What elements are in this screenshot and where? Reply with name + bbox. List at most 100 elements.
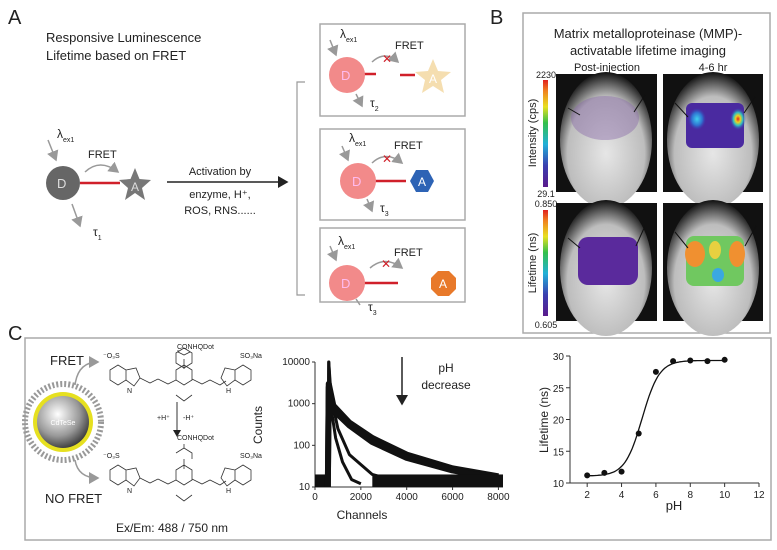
x-tick-label: 8000 xyxy=(487,492,510,503)
lifetime-axis-label: Lifetime (ns) xyxy=(527,233,539,294)
x-tick-label: 6 xyxy=(653,490,659,501)
y-tick-label: 10 xyxy=(553,479,565,490)
tau3-label: τ3 xyxy=(368,300,377,317)
outcome-release: λex1 FRET ✕ D A τ3 xyxy=(319,227,466,317)
lifetime-max: 0.850 xyxy=(535,199,558,209)
acceptor-hexagon xyxy=(410,170,434,192)
panel-c-label: C xyxy=(8,323,22,345)
x-tick-label: 8 xyxy=(687,490,693,501)
arrow-icon xyxy=(567,107,581,116)
decay-xlabel: Channels xyxy=(337,508,388,522)
panel-a: A Responsive Luminescence Lifetime based… xyxy=(8,7,466,317)
sulfonate-label: ⁻O₃S xyxy=(103,353,120,360)
quantum-dot: CdTeSe xyxy=(22,381,104,463)
acceptor-label: A xyxy=(131,180,139,194)
emission-arrow-icon xyxy=(352,93,364,108)
decay-series-4 xyxy=(324,384,499,488)
tau3-label: τ3 xyxy=(380,201,389,218)
acceptor-label: A xyxy=(429,72,437,86)
donor-circle xyxy=(46,166,80,200)
emission-arrow-icon xyxy=(363,198,375,213)
outcome-acceptor-change: λex1 FRET ✕ D A τ3 xyxy=(319,128,466,221)
arrow-icon xyxy=(743,96,756,114)
n-plus-label: N xyxy=(127,388,132,395)
arrow-icon xyxy=(567,237,581,249)
no-fret-label: NO FRET xyxy=(45,491,102,506)
lifetime-colorbar xyxy=(543,210,548,316)
excitation-arrow-icon xyxy=(338,145,350,162)
lifetime-chart: Lifetime (ns) pH 2 4 6 8 10 12 10 15 20 25 30 xyxy=(537,352,765,513)
acceptor-star xyxy=(119,168,151,200)
intensity-axis-label: Intensity (cps) xyxy=(527,99,539,167)
x-tick-label: 4 xyxy=(619,490,625,501)
x-tick-label: 4000 xyxy=(396,492,419,503)
ex-em-label: Ex/Em: 488 / 750 nm xyxy=(116,521,228,535)
ph-label: pH xyxy=(438,361,453,375)
protonate-label: +H⁺ xyxy=(157,415,170,422)
donor-label: D xyxy=(341,276,350,291)
activation-line3: ROS, RNS...... xyxy=(184,205,256,217)
acceptor-star xyxy=(415,59,451,93)
arrow-icon xyxy=(744,225,757,247)
outcome-box xyxy=(319,128,466,221)
excitation-arrow-icon xyxy=(47,139,59,162)
intensity-colorbar xyxy=(543,80,548,187)
decrease-label: decrease xyxy=(421,378,471,392)
panel-b: B Matrix metalloproteinase (MMP)- activa… xyxy=(490,7,771,336)
excitation-label: λex1 xyxy=(338,234,355,251)
fret-path-arrow-icon xyxy=(74,356,100,386)
decay-chart: Counts Channels pH decrease 0 2000 4000 600… xyxy=(251,357,510,522)
conhqdot-label: CONHQDot xyxy=(177,435,214,442)
acceptor-octagon xyxy=(431,271,456,296)
data-point xyxy=(721,356,728,363)
fret-arrow-icon xyxy=(369,257,404,269)
decay-ylabel: Counts xyxy=(251,406,265,444)
fret-pair-initial: λex1 FRET D A τ1 xyxy=(46,127,151,242)
fret-arrow-icon xyxy=(371,51,400,64)
panel-a-label: A xyxy=(8,7,22,29)
arrow-icon xyxy=(674,102,689,118)
intensity-min: 29.1 xyxy=(537,189,555,199)
tau2-label: τ2 xyxy=(370,96,379,113)
x-tick-label: 12 xyxy=(753,490,765,501)
image-intensity-4-6-hr xyxy=(663,72,763,208)
y-tick-label: 100 xyxy=(293,440,310,451)
panel-a-title-line2: Lifetime based on FRET xyxy=(46,48,186,63)
lifetime-min: 0.605 xyxy=(535,320,558,330)
x-tick-label: 10 xyxy=(719,490,731,501)
data-point xyxy=(652,368,659,375)
panel-b-title-line1: Matrix metalloproteinase (MMP)- xyxy=(554,26,743,41)
panel-b-title-line2: activatable lifetime imaging xyxy=(570,43,726,58)
arrow-icon xyxy=(633,94,646,113)
data-point xyxy=(584,472,591,479)
fret-arrow-icon xyxy=(84,161,120,173)
panel-c: C CdTeSe FRET NO FRET ⁻O₃S CONHQDot SO₃N… xyxy=(8,323,772,541)
blocked-x-icon: ✕ xyxy=(382,52,392,66)
image-intensity-post-injection xyxy=(556,72,657,208)
dye-protonated: ⁻O₃S CONHQDot SO₃Na N H xyxy=(103,344,262,402)
lifetime-ylabel: Lifetime (ns) xyxy=(537,387,551,453)
image-lifetime-4-6-hr xyxy=(663,200,763,336)
excitation-arrow-icon xyxy=(327,39,339,57)
bracket xyxy=(296,81,305,296)
excitation-label: λex1 xyxy=(349,131,366,148)
x-tick-label: 2 xyxy=(584,490,590,501)
donor-circle xyxy=(340,163,376,199)
nh-label: H xyxy=(226,488,231,495)
data-point xyxy=(670,358,677,365)
fret-label: FRET xyxy=(50,353,84,368)
fret-label: FRET xyxy=(394,247,423,259)
activation-line1: Activation by xyxy=(189,166,252,178)
data-point xyxy=(635,430,642,437)
sulfonate-na-label: SO₃Na xyxy=(240,453,262,460)
no-fret-path-arrow-icon xyxy=(74,459,100,484)
y-tick-label: 30 xyxy=(553,352,565,363)
arrow-icon xyxy=(635,225,646,247)
donor-label: D xyxy=(57,176,66,191)
lifetime-xlabel: pH xyxy=(666,498,683,513)
excitation-label: λex1 xyxy=(340,27,357,44)
y-tick-label: 15 xyxy=(553,447,565,458)
panel-c-frame xyxy=(24,337,772,541)
arrow-icon xyxy=(674,231,689,249)
